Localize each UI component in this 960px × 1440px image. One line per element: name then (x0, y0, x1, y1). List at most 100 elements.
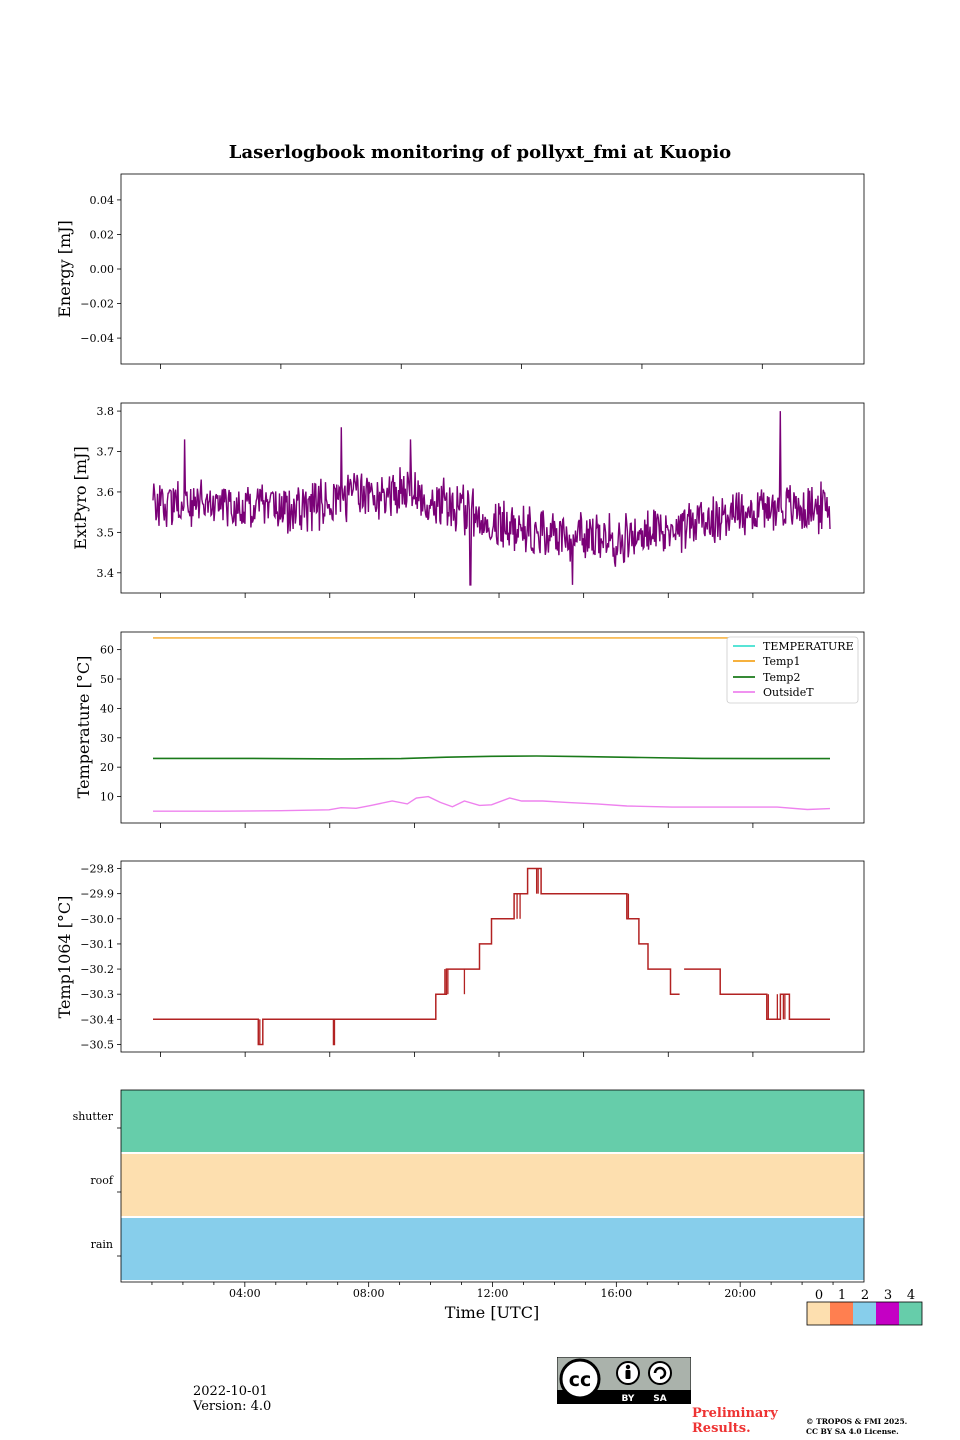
legend-label-outsidet: OutsideT (763, 686, 814, 699)
status-row-label: roof (90, 1174, 114, 1187)
temp1064-axes-frame (120, 860, 865, 1053)
extpyro-xticks (160, 593, 754, 598)
legend-label-temp1: Temp1 (763, 655, 800, 668)
temperature-xticks (160, 823, 754, 828)
colorbar-cell-1 (830, 1302, 853, 1325)
ytick-label: 3.5 (97, 526, 115, 539)
sa-sharealike-icon (648, 1361, 672, 1385)
ytick-label: 3.8 (97, 405, 115, 418)
colorbar-frame (806, 1301, 923, 1326)
copyright-line2: CC BY SA 4.0 License. (806, 1427, 899, 1436)
colorbar-cell-2 (853, 1302, 876, 1325)
colorbar-cell-3 (876, 1302, 899, 1325)
status-xlabel: Time [UTC] (445, 1303, 539, 1322)
extpyro-series-line (152, 411, 831, 586)
status-band-rain (121, 1218, 864, 1280)
status-xticks: 04:00 08:00 12:00 16:00 20:00 (151, 1282, 834, 1300)
status-xtick-label: 16:00 (600, 1287, 632, 1300)
colorbar-cell-0 (807, 1302, 830, 1325)
by-person-head (625, 1364, 631, 1370)
ytick-label: 3.4 (97, 567, 115, 580)
ytick-label: −30.4 (80, 1013, 114, 1026)
outsidet-series-line (153, 795, 831, 812)
ytick-label: −30.1 (80, 938, 114, 951)
ytick-label: −30.0 (80, 913, 114, 926)
temp2-series-line (153, 755, 830, 760)
cc-sa-label: SA (653, 1394, 666, 1404)
energy-panel: Energy [mJ] 0.04 0.02 0.00 −0.02 −0.04 (55, 173, 865, 369)
status-xtick-label: 20:00 (724, 1287, 756, 1300)
extpyro-yticks: 3.8 3.7 3.6 3.5 3.4 (97, 405, 121, 580)
extpyro-axes-frame (120, 402, 865, 594)
status-bands (121, 1090, 864, 1280)
sa-arrow (653, 1366, 667, 1380)
temperature-panel: Temperature [°C] 60 50 40 30 20 10 TEMPERATUR… (74, 631, 865, 828)
ytick-label: 60 (100, 644, 114, 657)
energy-yticks: 0.04 0.02 0.00 −0.02 −0.04 (80, 194, 121, 345)
ytick-label: 30 (100, 732, 114, 745)
temp1064-yticks: −29.8 −29.9 −30.0 −30.1 −30.2 −30.3 −30.4 −30.5 (80, 863, 121, 1051)
ytick-label: 3.6 (97, 486, 115, 499)
ytick-label: −29.9 (80, 888, 114, 901)
ytick-label: −30.3 (80, 988, 114, 1001)
colorbar-cell-4 (899, 1302, 922, 1325)
legend-label-temperature: TEMPERATURE (763, 640, 854, 653)
ytick-label: 0.00 (90, 263, 115, 276)
footer-version: Version: 4.0 (193, 1399, 272, 1414)
status-panel: shutter roof rain 04:00 08:00 12:00 16:00 20:0… (73, 1089, 865, 1322)
ytick-label: 0.02 (90, 228, 115, 241)
status-yticks: shutter roof rain (73, 1110, 121, 1257)
energy-axes-frame (120, 173, 865, 365)
temp1064-series-line (153, 867, 830, 1046)
footer-date: 2022-10-01 (193, 1384, 268, 1399)
ytick-label: −30.2 (80, 963, 114, 976)
status-xtick-label: 08:00 (353, 1287, 385, 1300)
extpyro-panel: ExtPyro [mJ] 3.8 3.7 3.6 3.5 3.4 (71, 402, 865, 598)
status-row-label: rain (91, 1238, 113, 1251)
legend-frame (726, 636, 859, 704)
cc-logo-text: cc (569, 1369, 592, 1391)
ytick-label: −0.02 (80, 298, 114, 311)
colorbar-tick-label: 0 (815, 1288, 823, 1303)
status-xtick-label: 12:00 (477, 1287, 509, 1300)
ytick-label: 20 (100, 761, 114, 774)
cc-by-label: BY (622, 1394, 635, 1404)
energy-ylabel: Energy [mJ] (55, 220, 74, 318)
preliminary-line2: Results. (692, 1421, 751, 1436)
ytick-label: 10 (100, 791, 114, 804)
temp1064-panel: Temp1064 [°C] −29.8−29.9−30.0−30.1−30.2−… (55, 860, 865, 1057)
cc-license-badge: cc BY SA (557, 1357, 691, 1404)
colorbar-tick-label: 4 (907, 1288, 915, 1303)
ytick-label: 40 (100, 702, 114, 715)
ytick-label: 0.04 (90, 194, 115, 207)
temp1064-xticks (160, 1052, 754, 1057)
copyright-notice: © TROPOS & FMI 2025. CC BY SA 4.0 Licens… (806, 1417, 907, 1437)
status-band-shutter (121, 1090, 864, 1152)
ytick-label: −0.04 (80, 332, 114, 345)
ytick-label: −30.5 (80, 1038, 114, 1051)
copyright-line1: © TROPOS & FMI 2025. (806, 1417, 908, 1426)
temp1064-ylabel: Temp1064 [°C] (55, 896, 74, 1019)
temperature-ylabel: Temperature [°C] (74, 656, 93, 799)
footer-date-version: 2022-10-01 Version: 4.0 (193, 1384, 271, 1414)
preliminary-notice: Preliminary Results. (692, 1406, 778, 1436)
legend-label-temp2: Temp2 (763, 671, 800, 684)
colorbar-tick-label: 1 (838, 1288, 846, 1303)
ytick-label: 3.7 (97, 446, 115, 459)
status-row-label: shutter (73, 1110, 114, 1123)
status-xtick-label: 04:00 (229, 1287, 261, 1300)
temperature-axes-frame (120, 631, 865, 824)
colorbar-tick-label: 3 (884, 1288, 892, 1303)
temperature-yticks: 60 50 40 30 20 10 (100, 644, 121, 804)
figure-title: Laserlogbook monitoring of pollyxt_fmi a… (229, 142, 731, 163)
temperature-legend: TEMPERATURE Temp1 Temp2 OutsideT (726, 636, 859, 704)
by-person-body (625, 1370, 631, 1379)
ytick-label: 50 (100, 673, 114, 686)
energy-xticks (160, 364, 763, 369)
preliminary-line1: Preliminary (692, 1406, 778, 1421)
status-band-roof (121, 1154, 864, 1216)
ytick-label: −29.8 (80, 863, 114, 876)
extpyro-ylabel: ExtPyro [mJ] (71, 446, 90, 549)
